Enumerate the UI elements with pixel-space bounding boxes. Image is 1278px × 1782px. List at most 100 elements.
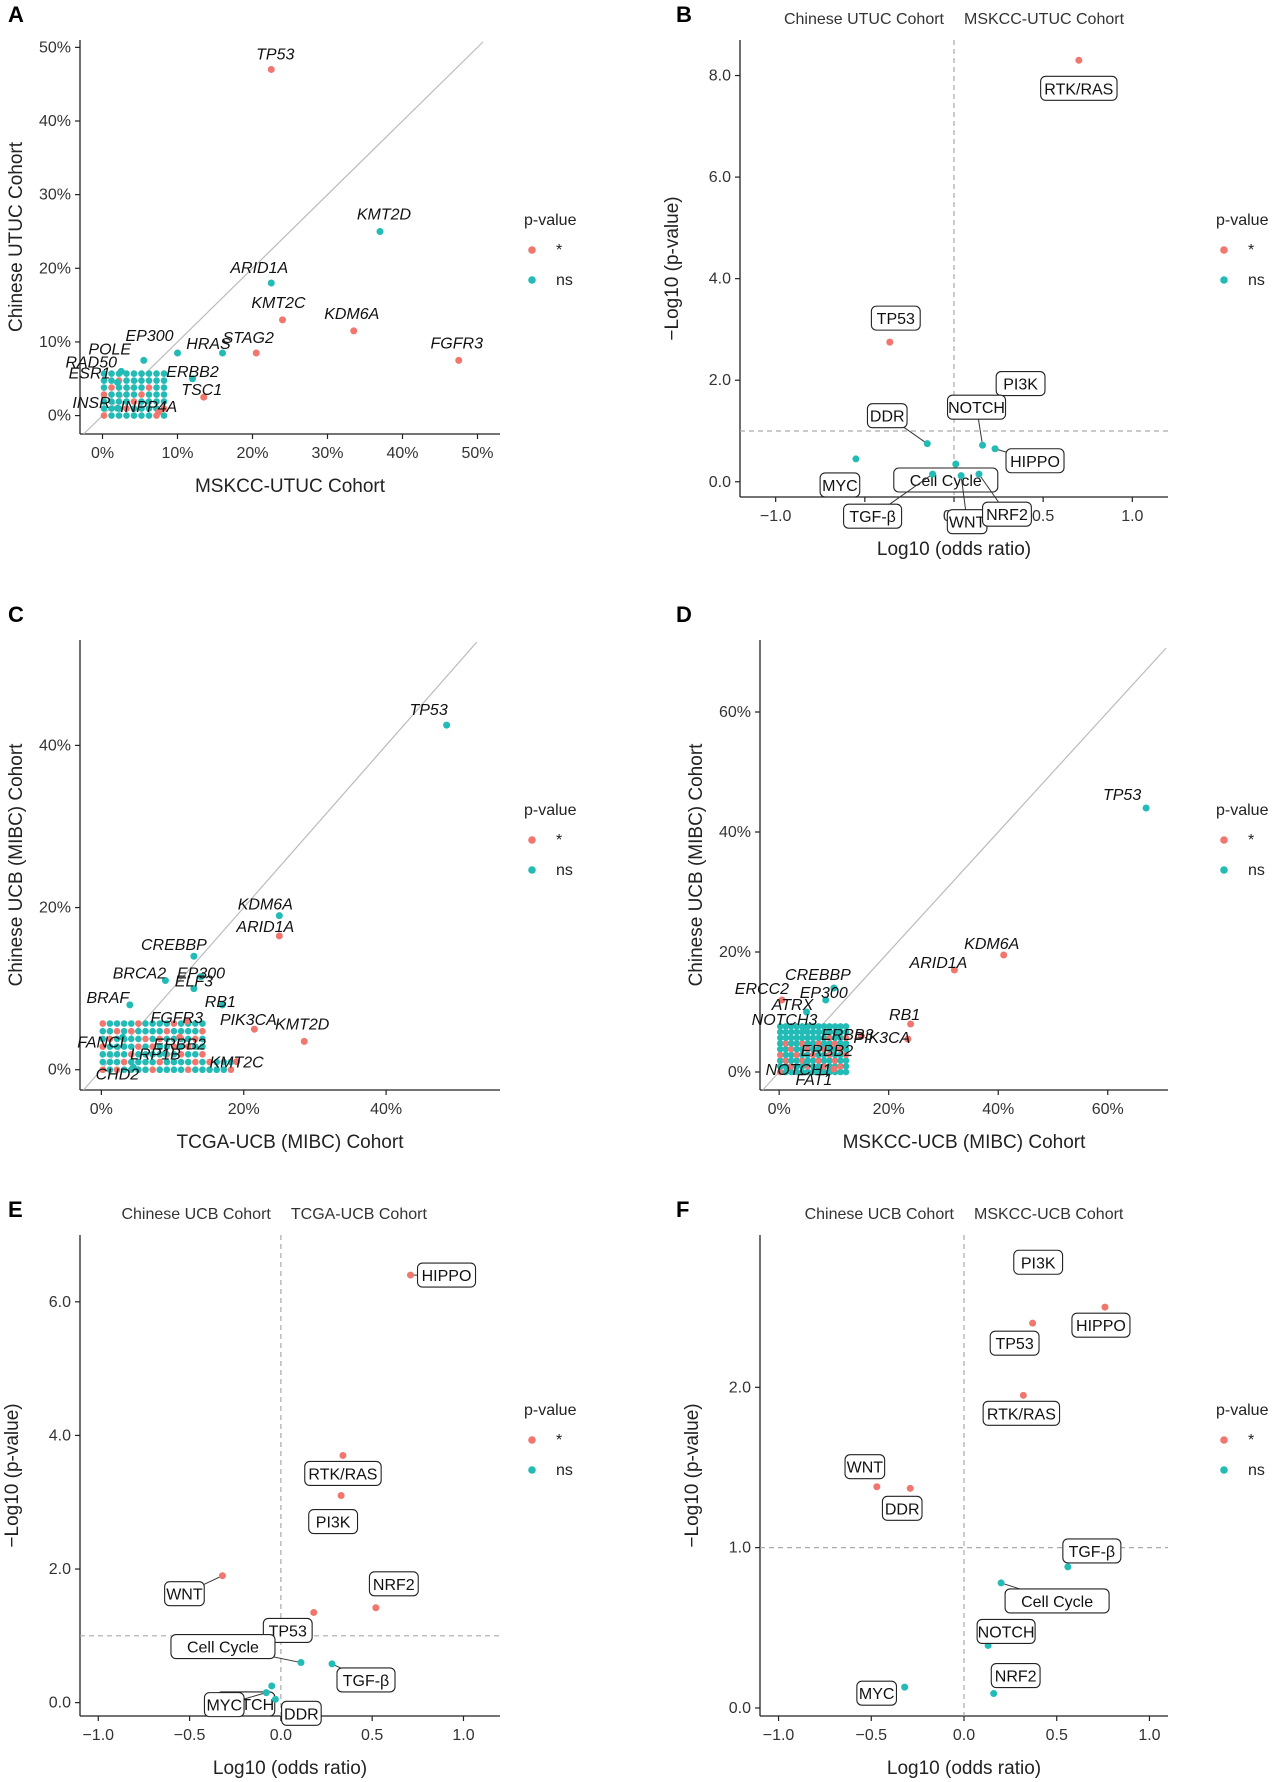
point-label-arid1a: ARID1A [235, 919, 294, 936]
point-chd2 [129, 1063, 137, 1071]
cluster-point [142, 1051, 149, 1058]
cluster-point [842, 1068, 850, 1076]
cluster-point [227, 1058, 235, 1066]
cluster-point [149, 1035, 156, 1043]
cluster-point [184, 1066, 192, 1074]
cluster-point [160, 391, 168, 398]
label-box [881, 1495, 923, 1521]
x-tick-label: 40% [370, 1101, 402, 1118]
cluster-point [798, 1040, 806, 1047]
cluster-point [831, 1051, 839, 1059]
label-box [982, 501, 1032, 527]
point-label-tsc1: TSC1 [181, 382, 222, 399]
cluster-point [776, 1051, 784, 1059]
point-wnt [957, 472, 965, 480]
cluster-point [820, 1057, 828, 1064]
cluster-point [206, 1066, 213, 1074]
cluster-point [100, 377, 108, 384]
y-tick-label: 0.0 [709, 474, 731, 491]
y-tick-label: 2.0 [709, 372, 731, 389]
cluster-point [820, 1063, 828, 1070]
legend-title: p-value [524, 1402, 577, 1419]
y-tick-label: 60% [719, 704, 751, 721]
cluster-point [192, 1051, 199, 1058]
cluster-point [138, 391, 145, 398]
label-box [819, 472, 861, 498]
cluster-point [108, 377, 115, 384]
cluster-point [809, 1028, 817, 1036]
y-tick-label: 20% [39, 260, 71, 277]
point-label-ep300: EP300 [800, 985, 848, 1002]
cluster-point [156, 1020, 164, 1027]
cluster-point [149, 1043, 156, 1050]
point-label-myc: MYC [822, 478, 858, 495]
point-label-kdm6a: KDM6A [324, 306, 379, 323]
cluster-point [138, 384, 145, 391]
point-kdm6a [350, 327, 358, 335]
label-box [203, 1692, 245, 1718]
x-tick-label: 20% [873, 1101, 905, 1118]
cluster-point [793, 1023, 800, 1030]
point-fat1 [830, 1065, 838, 1073]
legend-title: p-value [1216, 802, 1269, 819]
cluster-point [804, 1051, 811, 1059]
legend-label: ns [556, 272, 573, 289]
right-cohort-label: TCGA-UCB Cohort [291, 1206, 428, 1223]
cluster-point [787, 1063, 795, 1070]
point-label-stag2: STAG2 [223, 330, 274, 347]
point-label-cell-cycle: Cell Cycle [1021, 1594, 1093, 1611]
point-label-insr: INSR [72, 395, 111, 412]
left-cohort-label: Chinese UCB Cohort [121, 1206, 271, 1223]
y-axis-title: Chinese UTUC Cohort [6, 141, 27, 332]
x-axis-title: MSKCC-UCB (MIBC) Cohort [843, 1132, 1087, 1153]
cluster-point [142, 1066, 149, 1074]
x-tick-label: 60% [1092, 1101, 1124, 1118]
point-pi3k [337, 1492, 345, 1500]
x-axis-title: MSKCC-UTUC Cohort [195, 476, 386, 497]
point-rb1 [218, 1001, 226, 1009]
point-label-crebbp: CREBBP [141, 937, 207, 954]
cluster-point [106, 1027, 114, 1035]
point-tp53 [310, 1608, 318, 1616]
x-tick-label: −0.5 [174, 1727, 206, 1744]
point-erbb3 [857, 1032, 865, 1040]
point-label-tp53: TP53 [995, 1336, 1033, 1353]
cluster-point [123, 384, 130, 391]
point-tp53 [443, 721, 451, 729]
cluster-point [135, 1027, 142, 1035]
cluster-point [160, 370, 168, 377]
point-tgf [929, 470, 937, 478]
point-label-ddr: DDR [284, 1706, 319, 1723]
cluster-point [135, 1058, 142, 1066]
cluster-point [99, 1035, 107, 1043]
cluster-point [842, 1051, 850, 1059]
cluster-point [184, 1051, 192, 1058]
point-wnt [873, 1483, 881, 1491]
cluster-point [793, 1051, 800, 1059]
point-fgfr3 [455, 356, 463, 364]
x-tick-label: 20% [228, 1101, 260, 1118]
cluster-point [820, 1045, 828, 1053]
cluster-point [220, 1066, 228, 1074]
cluster-point [776, 1023, 784, 1030]
cluster-point [170, 1058, 178, 1066]
point-label-hippo: HIPPO [422, 1268, 472, 1285]
cluster-point [123, 391, 130, 398]
cluster-point [793, 1045, 800, 1053]
point-label-nrf2: NRF2 [986, 507, 1028, 524]
point-wnt [218, 1572, 226, 1580]
cluster-point [809, 1068, 817, 1076]
cluster-point [123, 370, 130, 377]
cluster-point [199, 1020, 206, 1027]
point-label-wnt: WNT [949, 515, 986, 532]
legend-swatch [1220, 836, 1228, 844]
y-tick-label: 0% [48, 1062, 71, 1079]
y-tick-label: 40% [719, 824, 751, 841]
cluster-point [815, 1045, 822, 1053]
cluster-point [837, 1063, 844, 1070]
point-label-erbb2: ERBB2 [801, 1043, 854, 1060]
cluster-point [793, 1068, 800, 1076]
cluster-point [820, 1023, 828, 1030]
point-label-pik3ca: PIK3CA [220, 1012, 277, 1029]
cluster-point [815, 1063, 822, 1070]
